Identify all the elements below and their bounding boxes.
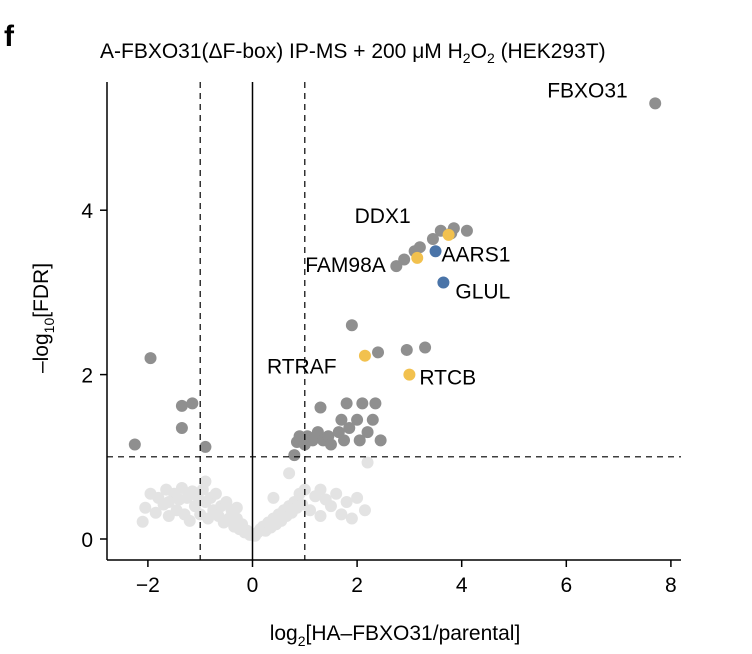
point-nonsignificant xyxy=(324,500,337,513)
title-part-b: O xyxy=(470,40,487,63)
gene-label-glul: GLUL xyxy=(455,281,510,304)
point-nonsignificant xyxy=(162,496,175,509)
point-nonsignificant xyxy=(283,467,296,480)
point-significant xyxy=(343,422,356,435)
point-nonsignificant xyxy=(351,491,364,504)
point-nonsignificant xyxy=(314,483,327,496)
title-part-a: A-FBXO31(ΔF-box) IP-MS + 200 μM H xyxy=(100,40,463,63)
point-nonsignificant xyxy=(230,501,243,514)
gene-label-rtraf: RTRAF xyxy=(267,356,337,379)
title-sub-1: 2 xyxy=(462,50,471,67)
point-significant xyxy=(338,434,351,447)
point-significant xyxy=(390,260,403,273)
y-tick-label: 0 xyxy=(81,529,93,552)
x-tick-label: −2 xyxy=(136,574,160,597)
point-fam98a xyxy=(411,251,424,264)
point-significant xyxy=(128,438,141,451)
data-points xyxy=(128,97,662,542)
x-tick-label: 4 xyxy=(456,574,468,597)
point-nonsignificant xyxy=(183,514,196,527)
point-nonsignificant xyxy=(136,515,149,528)
point-nonsignificant xyxy=(340,496,353,509)
point-nonsignificant xyxy=(149,506,162,519)
point-ddx1 xyxy=(442,228,455,241)
point-nonsignificant xyxy=(304,504,317,517)
point-nonsignificant xyxy=(361,456,374,469)
point-significant xyxy=(366,413,379,426)
point-nonsignificant xyxy=(330,487,343,500)
point-fbxo31 xyxy=(649,97,662,110)
point-significant xyxy=(369,397,382,410)
point-significant xyxy=(199,440,212,453)
point-significant xyxy=(374,434,387,447)
point-significant xyxy=(361,426,374,439)
point-significant xyxy=(419,341,432,354)
gene-label-rtcb: RTCB xyxy=(419,367,476,390)
point-nonsignificant xyxy=(335,508,348,521)
point-significant xyxy=(144,352,157,365)
axis-ticks: −2 0 2 4 6 8 0 2 4 xyxy=(81,200,676,597)
x-tick-label: 6 xyxy=(560,574,572,597)
point-significant xyxy=(353,434,366,447)
gene-label-fbxo31: FBXO31 xyxy=(547,79,628,102)
point-significant xyxy=(460,224,473,237)
point-significant xyxy=(345,319,358,332)
x-tick-label: 0 xyxy=(247,574,259,597)
point-nonsignificant xyxy=(175,482,188,495)
y-tick-label: 2 xyxy=(81,365,93,388)
point-significant xyxy=(288,449,301,462)
point-nonsignificant xyxy=(314,509,327,522)
point-significant xyxy=(175,399,188,412)
point-rtraf xyxy=(358,349,371,362)
plot-frame xyxy=(106,82,681,561)
point-significant xyxy=(324,438,337,451)
point-aars1 xyxy=(429,245,442,258)
point-significant xyxy=(413,241,426,254)
point-glul xyxy=(437,276,450,289)
point-significant xyxy=(175,422,188,435)
gene-label-ddx1: DDX1 xyxy=(355,205,411,228)
point-significant xyxy=(186,397,199,410)
point-significant xyxy=(340,397,353,410)
point-nonsignificant xyxy=(199,475,212,488)
point-nonsignificant xyxy=(267,491,280,504)
title-part-c: (HEK293T) xyxy=(494,40,606,63)
y-tick-label: 4 xyxy=(81,200,93,223)
point-significant xyxy=(356,397,369,410)
gene-label-fam98a: FAM98A xyxy=(305,254,386,277)
point-significant xyxy=(400,343,413,356)
point-significant xyxy=(335,413,348,426)
title-sub-2: 2 xyxy=(486,50,495,67)
panel-label: f xyxy=(4,20,14,53)
point-significant xyxy=(426,232,439,245)
point-nonsignificant xyxy=(209,487,222,500)
gene-labels: FBXO31 DDX1 AARS1 FAM98A GLUL RTRAF RTCB xyxy=(267,79,628,389)
point-significant xyxy=(314,401,327,414)
x-tick-label: 8 xyxy=(665,574,677,597)
gene-label-aars1: AARS1 xyxy=(442,243,511,266)
point-nonsignificant xyxy=(345,512,358,525)
x-axis-label: log2[HA–FBXO31/parental] xyxy=(270,622,521,649)
x-tick-label: 2 xyxy=(351,574,363,597)
point-nonsignificant xyxy=(358,504,371,517)
point-nonsignificant xyxy=(139,501,152,514)
y-axis-label: –log10[FDR] xyxy=(30,263,57,373)
point-significant xyxy=(372,346,385,359)
point-significant xyxy=(351,413,364,426)
point-significant xyxy=(398,253,411,266)
point-rtcb xyxy=(403,368,416,381)
